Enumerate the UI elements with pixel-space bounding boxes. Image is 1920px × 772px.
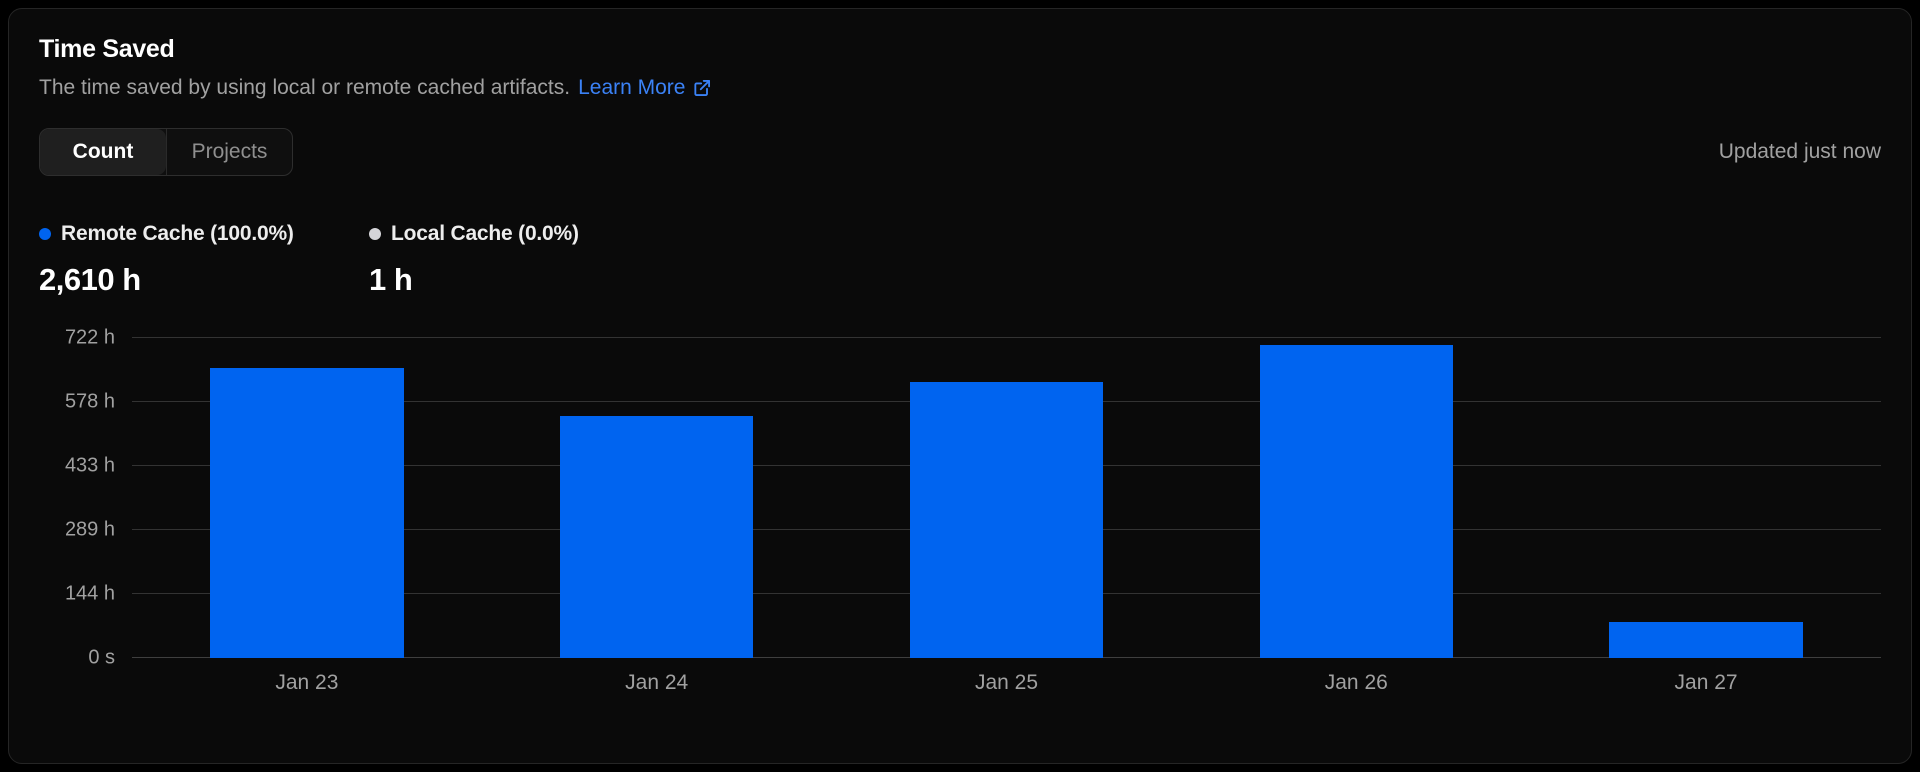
bar-jan-26[interactable] xyxy=(1259,344,1453,658)
bar-jan-23[interactable] xyxy=(210,367,404,658)
x-axis: Jan 23 Jan 24 Jan 25 Jan 26 Jan 27 xyxy=(132,671,1881,695)
local-cache-value: 1 h xyxy=(369,262,413,297)
tab-projects[interactable]: Projects xyxy=(166,129,292,175)
gridline xyxy=(132,337,1881,338)
card-title: Time Saved xyxy=(39,35,175,63)
legend-row: Remote Cache (100.0%) 2,610 h Local Cach… xyxy=(39,222,1881,298)
y-axis: 0 s 144 h 289 h 433 h 578 h 722 h xyxy=(39,327,115,669)
bar-slot xyxy=(1181,338,1531,658)
x-tick-label: Jan 25 xyxy=(974,671,1039,694)
bars-container xyxy=(132,338,1881,658)
bar-slot xyxy=(132,338,482,658)
view-toggle: Count Projects xyxy=(39,128,293,176)
card-subtitle-text: The time saved by using local or remote … xyxy=(39,76,571,99)
bar-slot xyxy=(482,338,832,658)
external-link-icon xyxy=(692,78,712,98)
remote-cache-dot-icon xyxy=(39,228,51,240)
y-tick-label: 0 s xyxy=(88,646,115,669)
y-tick-label: 289 h xyxy=(64,518,115,541)
learn-more-label: Learn More xyxy=(578,76,686,99)
y-tick-label: 144 h xyxy=(64,582,115,605)
remote-cache-label: Remote Cache (100.0%) xyxy=(61,222,294,245)
learn-more-link[interactable]: Learn More xyxy=(578,76,712,100)
bar-jan-25[interactable] xyxy=(909,382,1104,658)
time-saved-bar-chart: 0 s 144 h 289 h 433 h 578 h 722 h Jan 23 Jan 2… xyxy=(39,327,1881,694)
tab-count[interactable]: Count xyxy=(40,129,166,175)
y-tick-label: 722 h xyxy=(64,326,115,349)
bar-jan-24[interactable] xyxy=(559,416,754,658)
x-tick-label: Jan 27 xyxy=(1674,671,1738,694)
legend-local-cache: Local Cache (0.0%) 1 h xyxy=(369,222,579,298)
bar-slot xyxy=(1531,338,1881,658)
bar-slot xyxy=(832,338,1182,658)
updated-status: Updated just now xyxy=(1718,140,1881,163)
y-tick-label: 578 h xyxy=(64,390,115,413)
y-tick-label: 433 h xyxy=(64,454,115,477)
x-tick-label: Jan 24 xyxy=(625,671,689,694)
legend-remote-cache: Remote Cache (100.0%) 2,610 h xyxy=(39,222,369,298)
time-saved-card: Time Saved The time saved by using local… xyxy=(8,8,1912,764)
plot-area: Jan 23 Jan 24 Jan 25 Jan 26 Jan 27 xyxy=(132,337,1881,694)
local-cache-dot-icon xyxy=(369,228,381,240)
local-cache-label: Local Cache (0.0%) xyxy=(391,222,579,245)
card-subtitle: The time saved by using local or remote … xyxy=(39,76,1881,100)
bar-jan-27[interactable] xyxy=(1609,622,1803,658)
controls-row: Count Projects Updated just now xyxy=(39,128,1881,176)
x-tick-label: Jan 26 xyxy=(1324,671,1388,694)
remote-cache-value: 2,610 h xyxy=(39,262,141,297)
x-tick-label: Jan 23 xyxy=(275,671,339,694)
